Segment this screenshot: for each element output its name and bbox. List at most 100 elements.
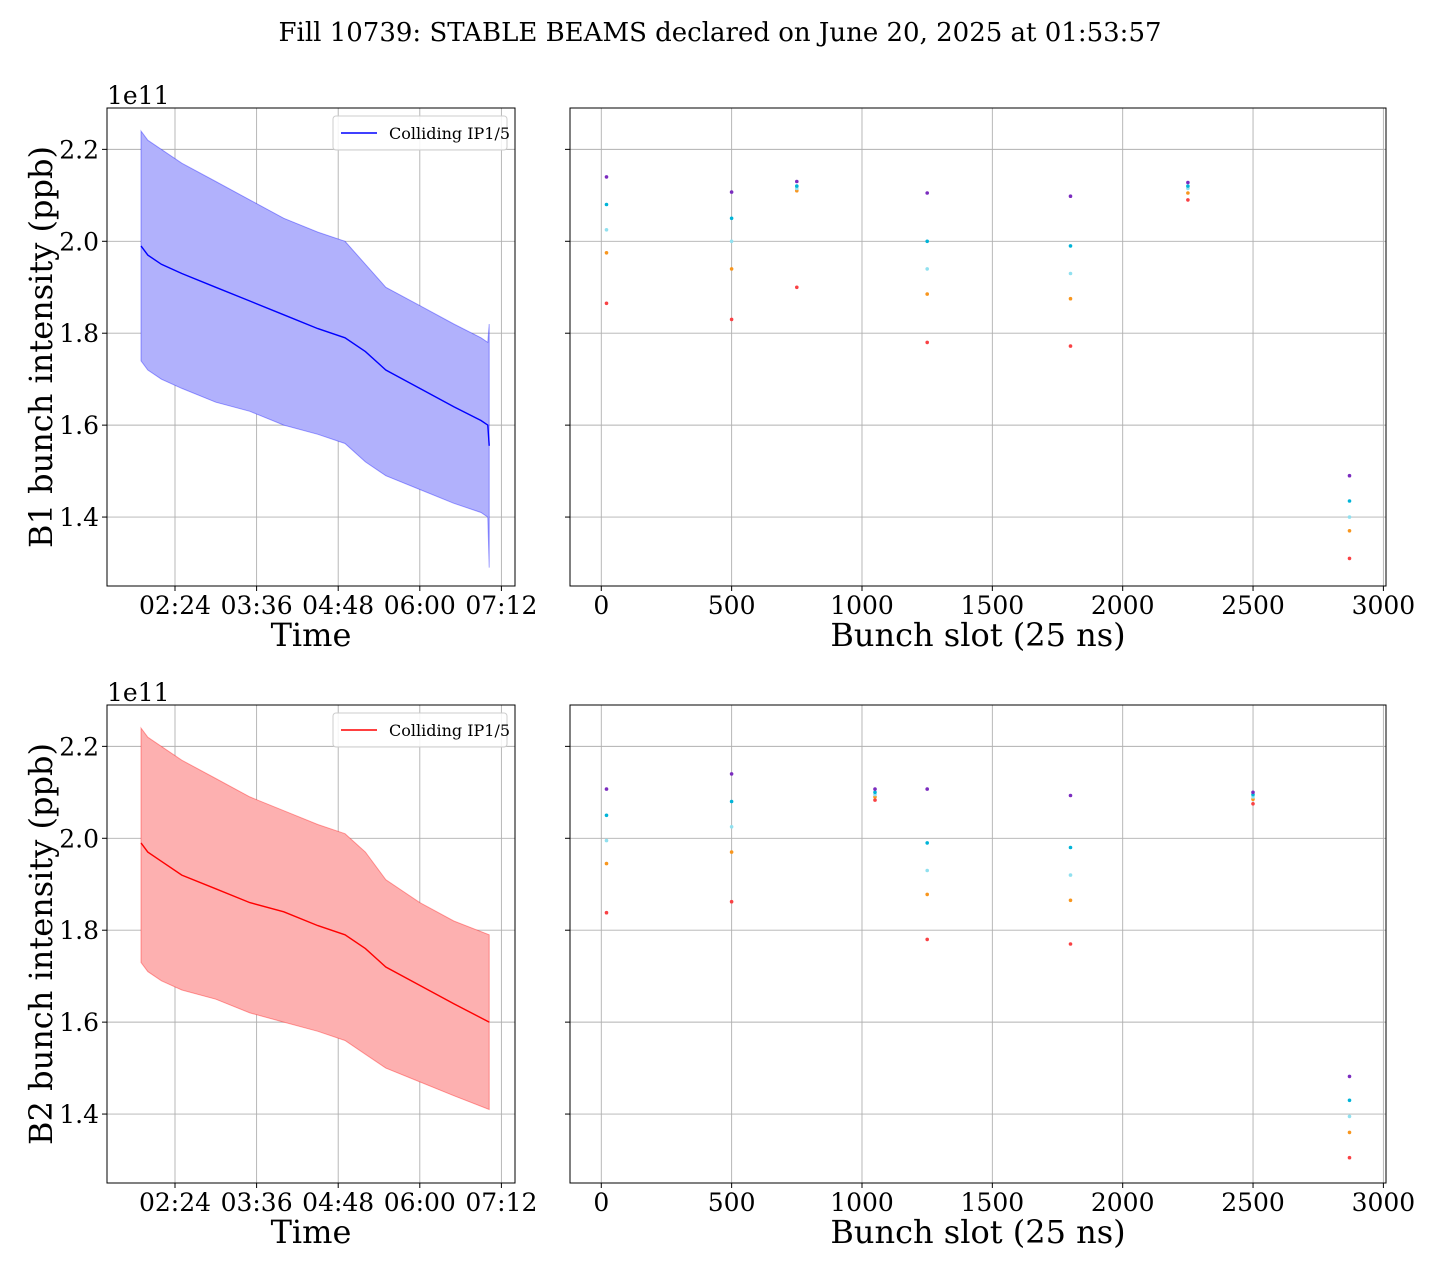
scatter-point (604, 251, 609, 255)
scatter-point (1251, 802, 1255, 806)
scatter-point (604, 910, 609, 915)
scatter-point (729, 850, 734, 854)
x-tick-label: 1500 (961, 591, 1025, 620)
x-axis-label: Time (271, 1213, 352, 1251)
x-tick-label: 04:48 (302, 1188, 374, 1217)
scatter-point (604, 175, 609, 179)
legend-box (332, 712, 508, 748)
scatter-point (925, 787, 929, 791)
y-tick-label: 1.6 (59, 1008, 99, 1037)
scatter-point (729, 772, 734, 776)
x-tick-label: 06:00 (384, 1188, 456, 1217)
scatter-point (1068, 244, 1073, 248)
scatter-point (1186, 184, 1190, 188)
plot-frame (569, 107, 1387, 587)
scatter-point (729, 799, 734, 804)
mean-line (140, 245, 490, 446)
scatter-point (1068, 271, 1073, 276)
x-tick-label: 02:24 (139, 591, 211, 620)
x-tick-label: 500 (708, 591, 756, 620)
scatter-point (604, 202, 609, 207)
x-tick-label: 06:00 (384, 591, 456, 620)
y-tick-label: 2.0 (59, 824, 99, 853)
x-tick-label: 04:48 (302, 591, 374, 620)
scatter-point (925, 292, 929, 296)
scatter-point (604, 301, 609, 306)
x-axis-label: Bunch slot (25 ns) (830, 1213, 1125, 1251)
y-tick-label: 1.4 (59, 503, 99, 532)
x-tick-label: 07:12 (465, 591, 537, 620)
scatter-point (1347, 1130, 1352, 1135)
legend-box (332, 115, 508, 151)
scatter-point (1068, 898, 1073, 903)
scatter-point (925, 892, 929, 897)
scatter-point (729, 190, 734, 194)
scatter-point (1347, 473, 1352, 478)
scatter-point (873, 790, 877, 795)
x-tick-label: 03:36 (221, 591, 293, 620)
scatter-point (1347, 1114, 1352, 1119)
x-tick-label: 03:36 (221, 1188, 293, 1217)
scatter-point (604, 861, 609, 866)
scatter-point (1347, 529, 1352, 533)
scatter-point (795, 179, 799, 184)
scatter-point (1347, 1074, 1352, 1079)
x-tick-label: 2500 (1221, 591, 1285, 620)
x-tick-label: 07:12 (465, 1188, 537, 1217)
x-tick-label: 0 (593, 1188, 609, 1217)
scatter-point (1068, 296, 1073, 301)
x-tick-label: 2000 (1091, 591, 1155, 620)
x-tick-label: 1000 (830, 1188, 894, 1217)
scatter-point (1347, 515, 1352, 519)
y-tick-label: 2.2 (59, 732, 99, 761)
scatter-point (925, 937, 929, 942)
x-tick-label: 0 (593, 591, 609, 620)
x-tick-label: 3000 (1352, 591, 1416, 620)
y-tick-label: 1.6 (59, 411, 99, 440)
y-axis-label: B2 bunch intensity (ppb) (22, 743, 60, 1145)
figure-title: Fill 10739: STABLE BEAMS declared on Jun… (278, 18, 1162, 48)
y-offset-label: 1e11 (107, 678, 170, 707)
legend-label: Colliding IP1/5 (389, 124, 510, 143)
scatter-point (925, 868, 929, 873)
std-band (140, 129, 490, 568)
scatter-point (604, 838, 609, 843)
x-tick-label: 02:24 (139, 1188, 211, 1217)
x-tick-label: 2000 (1091, 1188, 1155, 1217)
scatter-point (925, 340, 929, 345)
scatter-point (1068, 845, 1073, 850)
std-band (140, 726, 490, 1111)
scatter-point (604, 787, 609, 791)
x-tick-label: 1000 (830, 591, 894, 620)
scatter-point (729, 267, 734, 271)
scatter-point (604, 228, 609, 232)
scatter-point (925, 191, 929, 195)
x-tick-label: 1500 (961, 1188, 1025, 1217)
scatter-point (873, 798, 877, 802)
plot-frame (569, 704, 1387, 1184)
y-tick-label: 1.4 (59, 1100, 99, 1129)
scatter-point (729, 825, 734, 829)
scatter-point (1251, 790, 1255, 795)
scatter-point (604, 813, 609, 818)
scatter-point (729, 216, 734, 221)
plot-frame (106, 107, 516, 587)
scatter-point (925, 267, 929, 271)
y-tick-label: 2.2 (59, 135, 99, 164)
scatter-point (1068, 344, 1073, 348)
scatter-point (925, 239, 929, 244)
scatter-point (1347, 1155, 1352, 1160)
scatter-point (1068, 873, 1073, 877)
scatter-point (729, 899, 734, 904)
x-axis-label: Bunch slot (25 ns) (830, 616, 1125, 654)
y-tick-label: 1.8 (59, 319, 99, 348)
mean-line (140, 842, 490, 1023)
scatter-point (1347, 556, 1352, 561)
x-axis-label: Time (271, 616, 352, 654)
x-tick-label: 2500 (1221, 1188, 1285, 1217)
scatter-point (1347, 1098, 1352, 1103)
scatter-point (1186, 191, 1190, 195)
y-offset-label: 1e11 (107, 81, 170, 110)
plot-frame (106, 704, 516, 1184)
